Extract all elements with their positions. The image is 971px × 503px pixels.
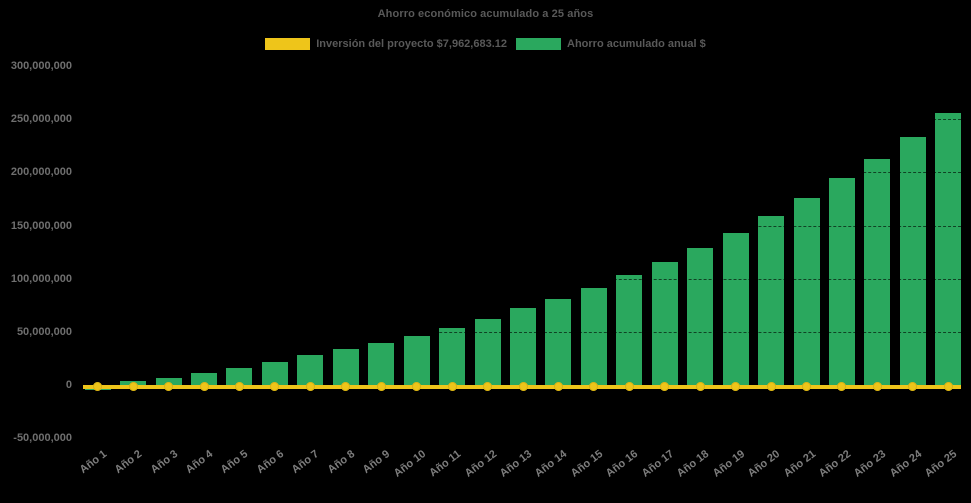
- gridline-300000000: [80, 66, 966, 67]
- gridline-50000000: [80, 331, 966, 333]
- bar-año-13: [510, 308, 536, 385]
- legend-swatch-inversion-icon: [265, 38, 311, 50]
- bar-año-12: [474, 318, 501, 385]
- investment-marker-año-10: [412, 382, 422, 391]
- ytick-label: 0: [65, 379, 72, 391]
- bar-año-25: [935, 112, 962, 385]
- investment-marker-año-3: [164, 382, 174, 391]
- bar-año-11: [439, 327, 466, 385]
- legend-swatch-ahorro-icon: [516, 38, 561, 50]
- investment-marker-año-23: [872, 382, 882, 391]
- investment-marker-año-11: [447, 382, 457, 391]
- ytick-label: 100,000,000: [10, 272, 72, 285]
- ytick-label: 300,000,000: [10, 60, 72, 72]
- ytick-label: 50,000,000: [16, 325, 72, 338]
- bar-año-6: [261, 362, 288, 385]
- bar-año-3: [155, 377, 182, 385]
- investment-marker-año-20: [766, 382, 776, 391]
- xtick-label-año-20: Año 20: [745, 448, 783, 480]
- gridline--50000000: [80, 438, 966, 440]
- bar-año-14: [545, 298, 572, 385]
- savings-chart: Ahorro económico acumulado a 25 años Inv…: [0, 8, 971, 480]
- bar-año-10: [403, 335, 430, 385]
- investment-marker-año-13: [518, 382, 528, 391]
- investment-marker-año-19: [731, 382, 741, 391]
- legend-label-inversion: Inversión del proyecto $7,962,683.12: [316, 38, 507, 50]
- investment-marker-año-7: [305, 382, 315, 391]
- investment-marker-año-12: [483, 382, 493, 391]
- investment-marker-año-14: [553, 382, 563, 391]
- investment-marker-año-1: [93, 382, 103, 391]
- legend-item-ahorro: Ahorro acumulado anual $: [516, 38, 706, 50]
- ytick-label: 250,000,000: [10, 113, 72, 126]
- xtick-label-año-11: Año 11: [427, 448, 464, 480]
- legend-item-inversion: Inversión del proyecto $7,962,683.12: [265, 38, 507, 50]
- ytick-label: -50,000,000: [13, 432, 72, 445]
- gridline-250000000: [80, 119, 966, 121]
- bar-año-22: [828, 178, 855, 385]
- investment-marker-año-21: [802, 382, 812, 391]
- gridline-100000000: [80, 278, 966, 280]
- bar-año-8: [332, 349, 359, 385]
- bar-año-16: [616, 274, 643, 385]
- bar-año-5: [226, 367, 253, 385]
- investment-marker-año-15: [589, 382, 599, 391]
- investment-marker-año-18: [695, 382, 705, 391]
- bar-año-7: [297, 354, 324, 385]
- investment-marker-año-16: [624, 382, 634, 391]
- bar-año-21: [793, 198, 820, 385]
- bar-año-4: [191, 372, 218, 385]
- bar-año-17: [651, 262, 678, 385]
- gridline-150000000: [80, 225, 966, 227]
- ytick-label: 200,000,000: [10, 166, 72, 179]
- bar-año-24: [899, 136, 926, 385]
- xtick-label-año-25: Año 25: [922, 448, 960, 480]
- investment-marker-año-6: [270, 382, 280, 391]
- bar-año-20: [758, 215, 785, 385]
- legend-label-ahorro: Ahorro acumulado anual $: [567, 38, 706, 50]
- plot-area: 300,000,000 250,000,000 200,000,000 150,000…: [10, 60, 966, 480]
- chart-title: Ahorro económico acumulado a 25 años: [377, 8, 594, 20]
- bar-año-9: [368, 342, 395, 385]
- chart-legend: Inversión del proyecto $7,962,683.12 Aho…: [0, 38, 971, 50]
- gridline-200000000: [80, 172, 966, 174]
- bar-año-15: [580, 287, 607, 385]
- ytick-label: 150,000,000: [10, 219, 72, 232]
- investment-marker-año-22: [837, 382, 847, 391]
- bar-año-23: [864, 158, 891, 385]
- investment-marker-año-5: [234, 382, 244, 391]
- investment-marker-año-9: [376, 382, 386, 391]
- investment-marker-año-8: [341, 382, 351, 391]
- investment-marker-año-25: [943, 382, 953, 391]
- investment-marker-año-2: [128, 382, 138, 391]
- bar-año-18: [687, 248, 714, 385]
- investment-marker-año-4: [199, 382, 209, 391]
- investment-marker-año-24: [908, 382, 918, 391]
- bar-año-19: [722, 232, 749, 385]
- investment-marker-año-17: [660, 382, 670, 391]
